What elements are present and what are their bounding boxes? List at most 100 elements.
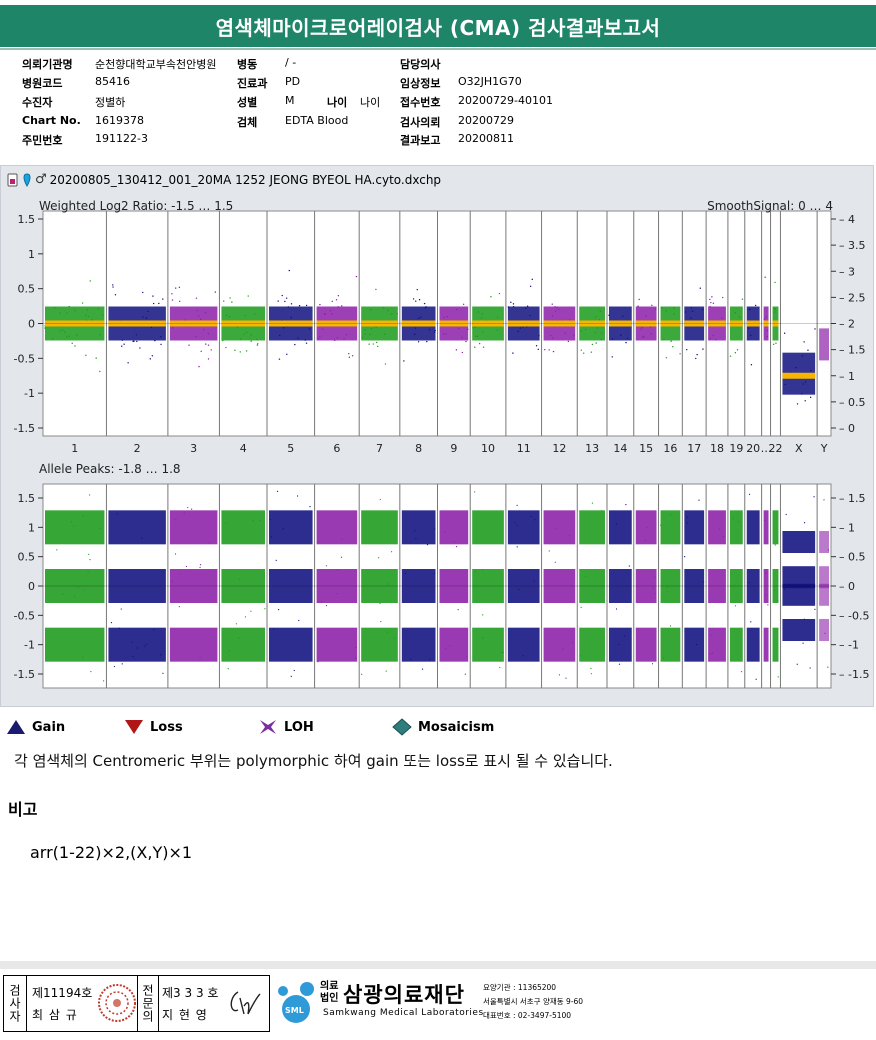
chr-6-log2-point bbox=[333, 339, 336, 342]
chr-4-log2-point bbox=[245, 350, 248, 352]
chr-X-log2-point bbox=[784, 383, 786, 386]
log2-left-tick-label: -1.5 bbox=[14, 422, 35, 435]
smooth-right-tick-label: – 1.5 bbox=[839, 344, 866, 357]
chr-13-log2-point bbox=[580, 349, 582, 351]
chr-11-allele-point bbox=[516, 546, 518, 548]
chr-8-log2-point bbox=[434, 329, 436, 332]
chr-15-allele-point bbox=[651, 663, 654, 665]
chr-5-log2-point bbox=[290, 316, 292, 319]
chr-6-log2-point bbox=[324, 313, 326, 315]
chr-9-smooth-signal bbox=[439, 320, 469, 327]
chr-14-log2-point bbox=[625, 341, 627, 344]
info-k1-row5: 주민번호 bbox=[22, 134, 63, 147]
chr-18-log2-point bbox=[709, 337, 711, 340]
chr-14-allele-band bbox=[608, 627, 632, 662]
chr-14-smooth-signal bbox=[608, 320, 632, 327]
chr-18-allele-band bbox=[708, 510, 726, 545]
chr-11-allele-point bbox=[518, 588, 520, 590]
chr-19-smooth-signal bbox=[729, 320, 743, 327]
chr-7-log2-point bbox=[364, 329, 366, 331]
chr-2-log2-point bbox=[121, 339, 124, 341]
chr-1-allele-point bbox=[82, 515, 84, 517]
chr-13-log2-point bbox=[595, 316, 597, 318]
chr-15-smooth-signal bbox=[635, 320, 657, 327]
legend-gain: Gain bbox=[6, 718, 65, 736]
chr-10-log2-point bbox=[480, 317, 483, 319]
chr-6-log2-point bbox=[348, 352, 350, 355]
chr-label-12: 12 bbox=[552, 442, 566, 455]
chr-15-log2-point bbox=[637, 305, 639, 307]
info-v2-row2: PD bbox=[285, 75, 301, 88]
chr-X-allele-band bbox=[782, 583, 816, 606]
chr-14-log2-point bbox=[620, 334, 622, 336]
chr-1-allele-point bbox=[87, 570, 89, 572]
chr-18-allele-point bbox=[718, 528, 720, 530]
chr-15-log2-point bbox=[650, 332, 653, 335]
chr-1-allele-point bbox=[89, 558, 91, 561]
chr-16-log2-point bbox=[670, 340, 672, 342]
chr-19-allele-band bbox=[729, 569, 743, 603]
chr-6-allele-point bbox=[354, 657, 357, 659]
chr-9-log2-point bbox=[467, 328, 469, 330]
chr-2-log2-point bbox=[147, 310, 149, 313]
info-k3-row5: 결과보고 bbox=[400, 134, 441, 147]
chr-4-allele-point bbox=[239, 578, 241, 580]
chr-1-allele-point bbox=[62, 593, 64, 595]
chr-4-allele-point bbox=[259, 520, 261, 522]
chr-18-log2-point bbox=[712, 302, 715, 305]
chr-X-allele-band bbox=[782, 531, 816, 553]
chr-…-log2-point bbox=[766, 329, 769, 332]
chr-4-allele-point bbox=[228, 650, 231, 652]
chr-8-log2-point bbox=[428, 328, 431, 331]
chr-11-allele-point bbox=[522, 655, 524, 657]
chr-4-allele-point bbox=[264, 608, 266, 610]
info-k1-row1: 의뢰기관명 bbox=[22, 58, 73, 71]
chr-4-log2-point bbox=[244, 314, 246, 317]
chr-4-allele-point bbox=[250, 610, 252, 612]
chr-1-log2-point bbox=[59, 330, 61, 332]
chr-11-allele-point bbox=[514, 522, 516, 524]
chr-12-log2-point bbox=[552, 350, 555, 353]
chr-1-log2-point bbox=[86, 309, 89, 311]
chr-X-log2-point bbox=[783, 332, 786, 334]
chr-13-allele-band bbox=[579, 627, 605, 662]
chr-13-log2-point bbox=[584, 328, 587, 331]
chr-5-log2-point bbox=[290, 303, 293, 305]
chr-…-allele-point bbox=[765, 572, 767, 574]
chr-2-allele-point bbox=[136, 647, 138, 649]
chr-19-allele-band bbox=[729, 510, 743, 545]
chr-6-log2-point bbox=[331, 300, 333, 303]
chr-5-smooth-signal bbox=[269, 320, 313, 327]
allele-left-tick-label: 0 bbox=[28, 580, 35, 593]
chr-1-allele-point bbox=[73, 596, 76, 598]
log2-left-tick-label: 1.5 bbox=[18, 213, 36, 226]
chr-4-log2-point bbox=[243, 333, 245, 335]
chr-10-allele-band bbox=[472, 510, 504, 545]
smooth-right-tick-label: – 2 bbox=[839, 318, 855, 331]
chr-10-log2-point bbox=[474, 326, 476, 328]
chr-9-allele-point bbox=[464, 673, 466, 675]
chr-3-log2-point bbox=[205, 343, 207, 345]
chr-X-allele-point bbox=[814, 608, 816, 610]
chr-8-allele-point bbox=[414, 530, 416, 532]
chr-7-log2-point bbox=[382, 306, 385, 309]
chr-10-allele-band bbox=[472, 569, 504, 603]
chr-9-allele-point bbox=[466, 655, 468, 657]
chr-6-log2-point bbox=[337, 306, 339, 308]
chr-6-allele-point bbox=[321, 601, 323, 603]
chr-10-log2-point bbox=[482, 346, 485, 348]
smooth-signal-title: SmoothSignal: 0 … 4 bbox=[707, 199, 833, 213]
chr-12-allele-point bbox=[548, 550, 550, 552]
chr-13-log2-point bbox=[596, 327, 599, 329]
chr-10-log2-point bbox=[477, 311, 479, 313]
chr-6-allele-point bbox=[325, 565, 327, 567]
chr-Y-allele-band bbox=[819, 619, 829, 641]
chr-22-allele-band bbox=[772, 569, 779, 603]
chr-7-allele-point bbox=[386, 583, 389, 585]
chr-19-allele-point bbox=[737, 520, 739, 523]
chr-1-log2-point bbox=[66, 336, 68, 338]
chr-3-allele-point bbox=[185, 565, 188, 568]
chr-7-log2-point bbox=[376, 345, 379, 348]
chr-2-allele-band bbox=[108, 510, 166, 545]
chr-label-3: 3 bbox=[190, 442, 197, 455]
